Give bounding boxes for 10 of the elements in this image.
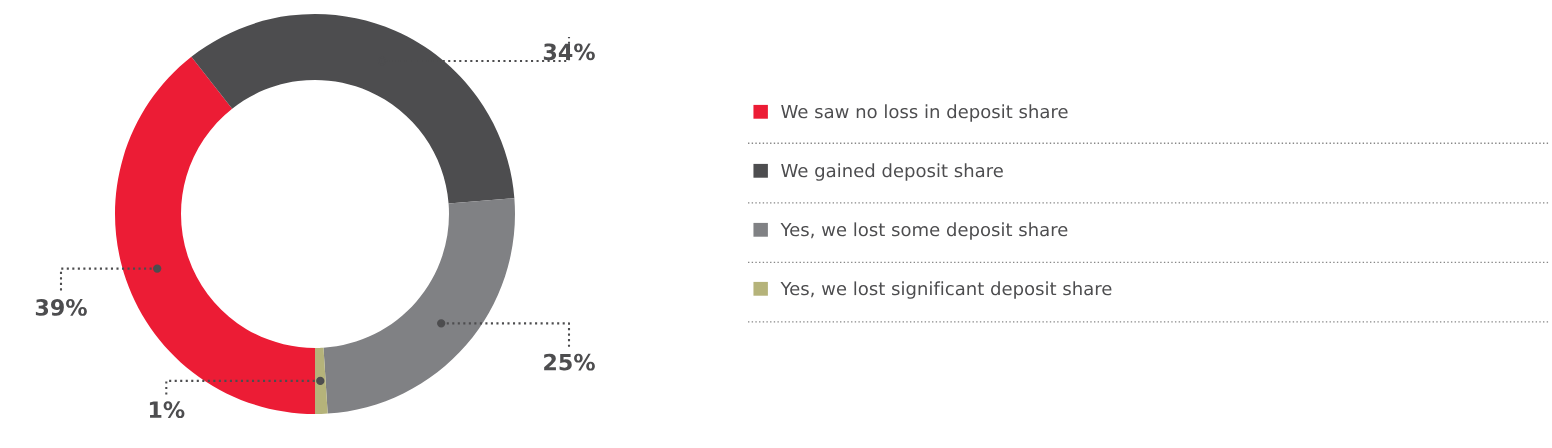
data-label: 39% bbox=[35, 299, 87, 316]
donut-slice bbox=[323, 198, 515, 414]
data-label: 34% bbox=[543, 43, 595, 61]
legend-label: Yes, we lost significant deposit share bbox=[780, 281, 1112, 299]
data-label: 1% bbox=[149, 401, 185, 419]
donut-slice bbox=[315, 347, 328, 414]
legend-label: We gained deposit share bbox=[781, 163, 1003, 181]
legend-label: Yes, we lost some deposit share bbox=[780, 222, 1068, 240]
data-label: 25% bbox=[544, 353, 595, 371]
legend-label: We saw no loss in deposit share bbox=[781, 104, 1068, 122]
